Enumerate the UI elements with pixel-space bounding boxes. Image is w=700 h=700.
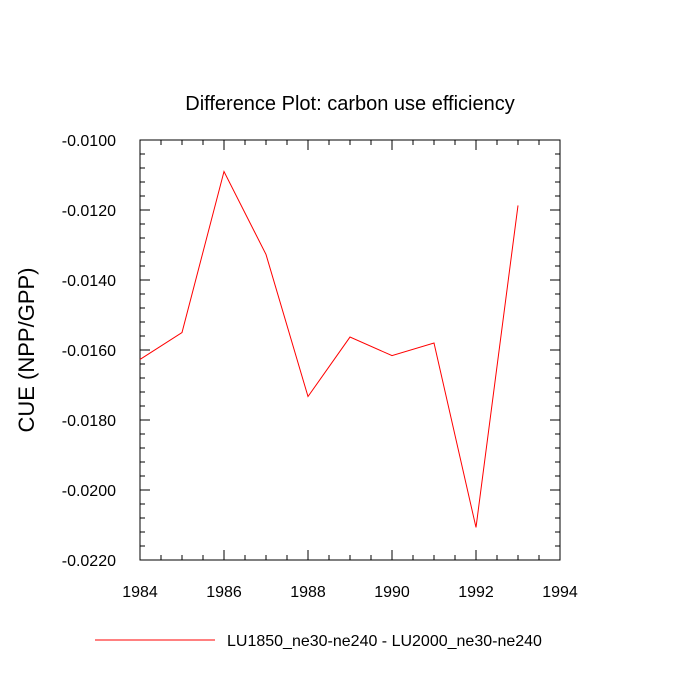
y-tick-label: -0.0100: [62, 133, 116, 150]
chart-title: Difference Plot: carbon use efficiency: [185, 93, 514, 115]
x-tick-label: 1992: [458, 584, 494, 601]
y-tick-label: -0.0180: [62, 413, 116, 430]
axis-tick-labels: 1984 1986 1988 1990 1992 1994 -0.0100 -0.0120 -0…: [62, 133, 578, 601]
series-line: [139, 170, 519, 528]
axis-ticks: [139, 139, 561, 561]
y-tick-label: -0.0120: [62, 203, 116, 220]
y-tick-label: -0.0200: [62, 483, 116, 500]
legend-entry-label: LU1850_ne30-ne240 - LU2000_ne30-ne240: [227, 633, 542, 650]
x-tick-label: 1988: [290, 584, 326, 601]
x-tick-label: 1994: [542, 584, 578, 601]
y-axis-label: CUE (NPP/GPP): [14, 267, 39, 432]
y-tick-label: -0.0140: [62, 273, 116, 290]
legend: LU1850_ne30-ne240 - LU2000_ne30-ne240: [95, 633, 542, 650]
x-tick-label: 1990: [374, 584, 410, 601]
y-tick-label: -0.0160: [62, 343, 116, 360]
x-tick-label: 1986: [206, 584, 242, 601]
plot-frame: [139, 139, 561, 561]
series-group: [139, 170, 519, 528]
y-tick-label: -0.0220: [62, 553, 116, 570]
x-tick-label: 1984: [122, 584, 158, 601]
